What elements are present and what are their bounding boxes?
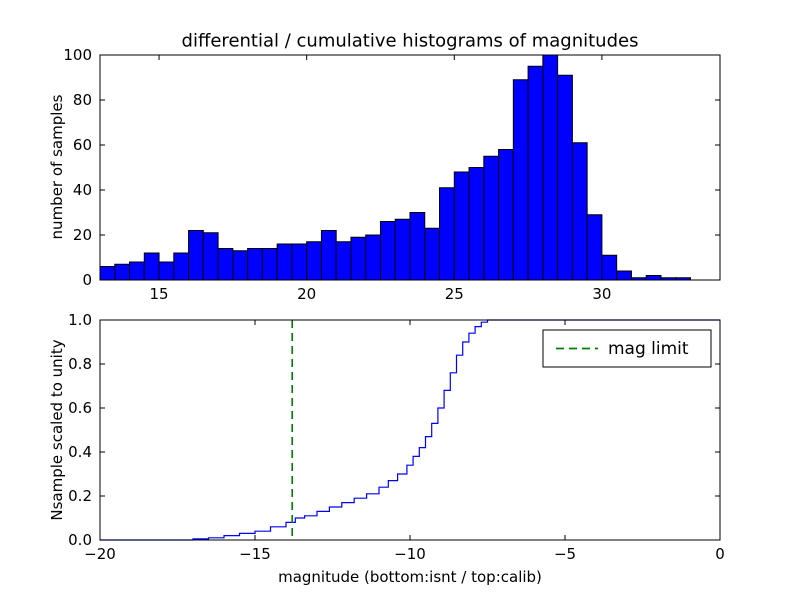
svg-text:0.6: 0.6 [68, 399, 92, 417]
svg-text:−20: −20 [84, 545, 116, 563]
bottom-xlabel: magnitude (bottom:isnt / top:calib) [278, 568, 542, 586]
svg-text:25: 25 [445, 285, 464, 303]
legend-label-mag-limit: mag limit [608, 339, 689, 359]
svg-text:80: 80 [73, 91, 92, 109]
svg-text:0.4: 0.4 [68, 443, 92, 461]
svg-text:30: 30 [592, 285, 611, 303]
svg-text:0: 0 [82, 271, 92, 289]
svg-text:15: 15 [150, 285, 169, 303]
svg-text:0.8: 0.8 [68, 355, 92, 373]
chart-title: differential / cumulative histograms of … [181, 30, 639, 52]
svg-text:20: 20 [297, 285, 316, 303]
bottom-ylabel: Nsample scaled to unity [48, 339, 66, 521]
svg-text:0.0: 0.0 [68, 531, 92, 549]
svg-text:−5: −5 [554, 545, 576, 563]
svg-text:0: 0 [715, 545, 725, 563]
svg-text:0.2: 0.2 [68, 487, 92, 505]
svg-text:60: 60 [73, 136, 92, 154]
svg-text:−10: −10 [394, 545, 426, 563]
top-ylabel: number of samples [48, 94, 66, 240]
svg-text:−15: −15 [239, 545, 271, 563]
svg-text:100: 100 [63, 46, 92, 64]
svg-text:20: 20 [73, 226, 92, 244]
svg-text:1.0: 1.0 [68, 311, 92, 329]
svg-text:40: 40 [73, 181, 92, 199]
